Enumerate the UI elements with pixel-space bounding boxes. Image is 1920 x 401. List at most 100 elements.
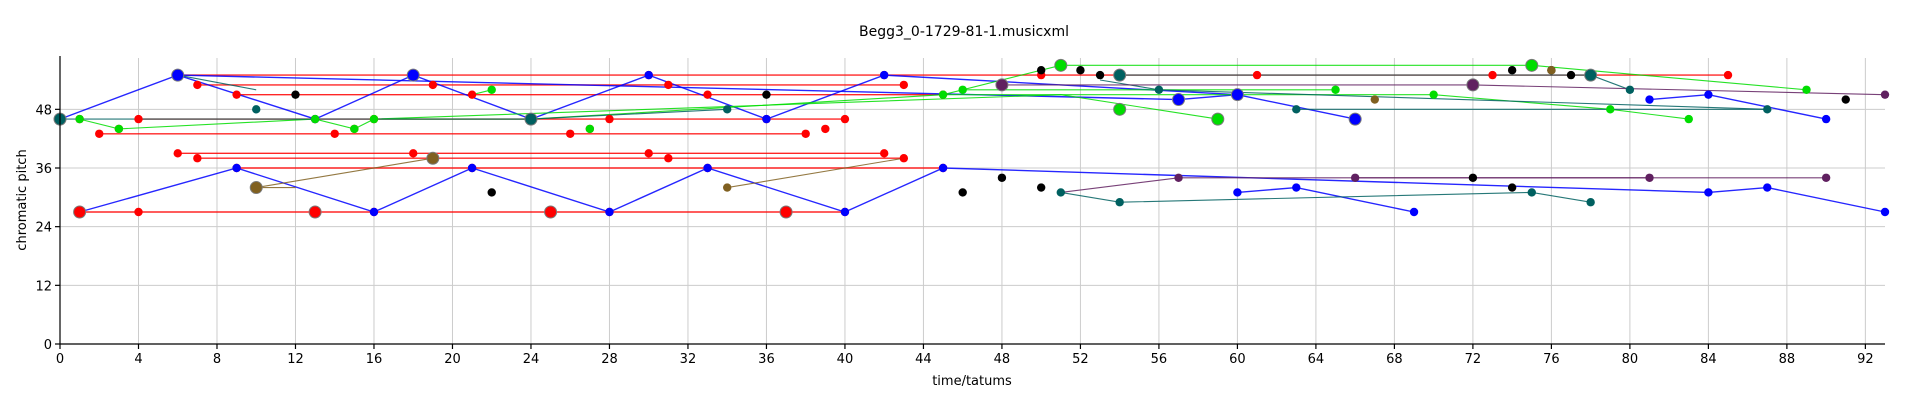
- data-point: [252, 105, 261, 114]
- y-tick-label: 24: [35, 221, 52, 236]
- x-tick-label: 84: [1700, 352, 1717, 367]
- data-point: [232, 90, 241, 99]
- x-tick-label: 36: [758, 352, 775, 367]
- data-point: [1095, 70, 1105, 80]
- data-point: [821, 124, 830, 134]
- data-point: [1056, 188, 1066, 197]
- data-point: [193, 80, 202, 90]
- data-point: [1230, 88, 1244, 102]
- data-point: [171, 68, 185, 82]
- y-axis-label: chromatic pitch: [15, 149, 30, 250]
- x-tick-label: 4: [134, 352, 142, 367]
- data-point: [1586, 198, 1595, 207]
- x-tick-label: 12: [287, 352, 304, 367]
- data-point: [879, 149, 889, 158]
- data-point: [1704, 90, 1713, 99]
- data-point: [406, 68, 420, 82]
- x-tick-label: 24: [523, 352, 540, 367]
- data-point: [1763, 105, 1772, 114]
- data-point: [995, 78, 1009, 92]
- data-point: [1350, 173, 1360, 182]
- data-point: [310, 114, 320, 124]
- data-point: [605, 207, 614, 217]
- data-point: [1488, 70, 1497, 80]
- data-point: [73, 205, 87, 219]
- data-point: [1331, 85, 1340, 94]
- x-tick-label: 16: [366, 352, 383, 367]
- data-point: [1802, 85, 1811, 94]
- data-point: [1429, 90, 1438, 99]
- data-point: [1880, 90, 1890, 99]
- data-point: [1468, 173, 1478, 182]
- data-point: [369, 114, 379, 124]
- data-point: [997, 173, 1007, 182]
- data-point: [644, 70, 653, 80]
- x-tick-label: 88: [1779, 352, 1796, 367]
- grid: [59, 58, 1885, 345]
- data-point: [664, 154, 673, 163]
- series-line: [727, 157, 904, 189]
- data-point: [1606, 105, 1615, 114]
- data-point: [1036, 183, 1046, 192]
- data-point: [899, 80, 909, 90]
- data-point: [249, 181, 263, 195]
- data-point: [1525, 58, 1539, 72]
- y-tick-label: 36: [35, 162, 52, 177]
- data-point: [1527, 188, 1536, 197]
- data-point: [1154, 85, 1164, 94]
- data-point: [467, 90, 477, 99]
- data-point: [350, 124, 359, 134]
- x-tick-label: 0: [56, 352, 64, 367]
- data-point: [1645, 173, 1654, 182]
- data-point: [1292, 105, 1301, 114]
- data-point: [1723, 70, 1733, 80]
- data-point: [1625, 85, 1635, 94]
- data-point: [840, 207, 850, 217]
- data-point: [1174, 173, 1183, 182]
- data-point: [840, 114, 850, 124]
- data-point: [1233, 188, 1242, 197]
- data-point: [664, 80, 673, 90]
- series-line: [177, 74, 257, 91]
- chart-title: Begg3_0-1729-81-1.musicxml: [859, 24, 1069, 40]
- data-point: [1704, 188, 1713, 197]
- data-point: [703, 163, 712, 173]
- data-point: [1584, 68, 1598, 82]
- data-point: [1076, 66, 1085, 75]
- series-line: [60, 108, 728, 120]
- x-tick-label: 56: [1151, 352, 1168, 367]
- series-lines: [59, 64, 1886, 213]
- data-point: [1880, 207, 1890, 217]
- data-point: [762, 90, 771, 99]
- data-point: [1566, 70, 1576, 80]
- y-tick-label: 48: [35, 103, 52, 118]
- data-point: [938, 163, 948, 173]
- data-point: [644, 149, 653, 158]
- data-point: [723, 105, 732, 114]
- data-point: [585, 124, 595, 134]
- data-point: [232, 163, 241, 173]
- data-point: [1763, 183, 1772, 192]
- data-point: [524, 112, 538, 126]
- data-point: [879, 70, 889, 80]
- data-point: [1645, 95, 1654, 104]
- data-point: [1507, 183, 1517, 192]
- data-point: [1409, 207, 1419, 217]
- x-axis-label: time/tatums: [932, 374, 1012, 389]
- series-line: [943, 94, 1689, 120]
- data-point: [605, 114, 614, 124]
- data-point: [173, 149, 182, 158]
- x-tick-label: 32: [680, 352, 697, 367]
- x-tick-label: 48: [994, 352, 1011, 367]
- axes: 0 4 8 12 16 20 24 28 32 36 40 44 48 52 56 60 64 68 72 76 80 8…: [35, 56, 1885, 367]
- data-point: [544, 205, 558, 219]
- data-point: [958, 85, 967, 94]
- data-point: [1113, 68, 1127, 82]
- series-line: [79, 167, 1886, 213]
- data-point: [409, 149, 418, 158]
- series-line: [256, 157, 433, 189]
- x-tick-label: 20: [444, 352, 461, 367]
- data-point: [428, 80, 438, 90]
